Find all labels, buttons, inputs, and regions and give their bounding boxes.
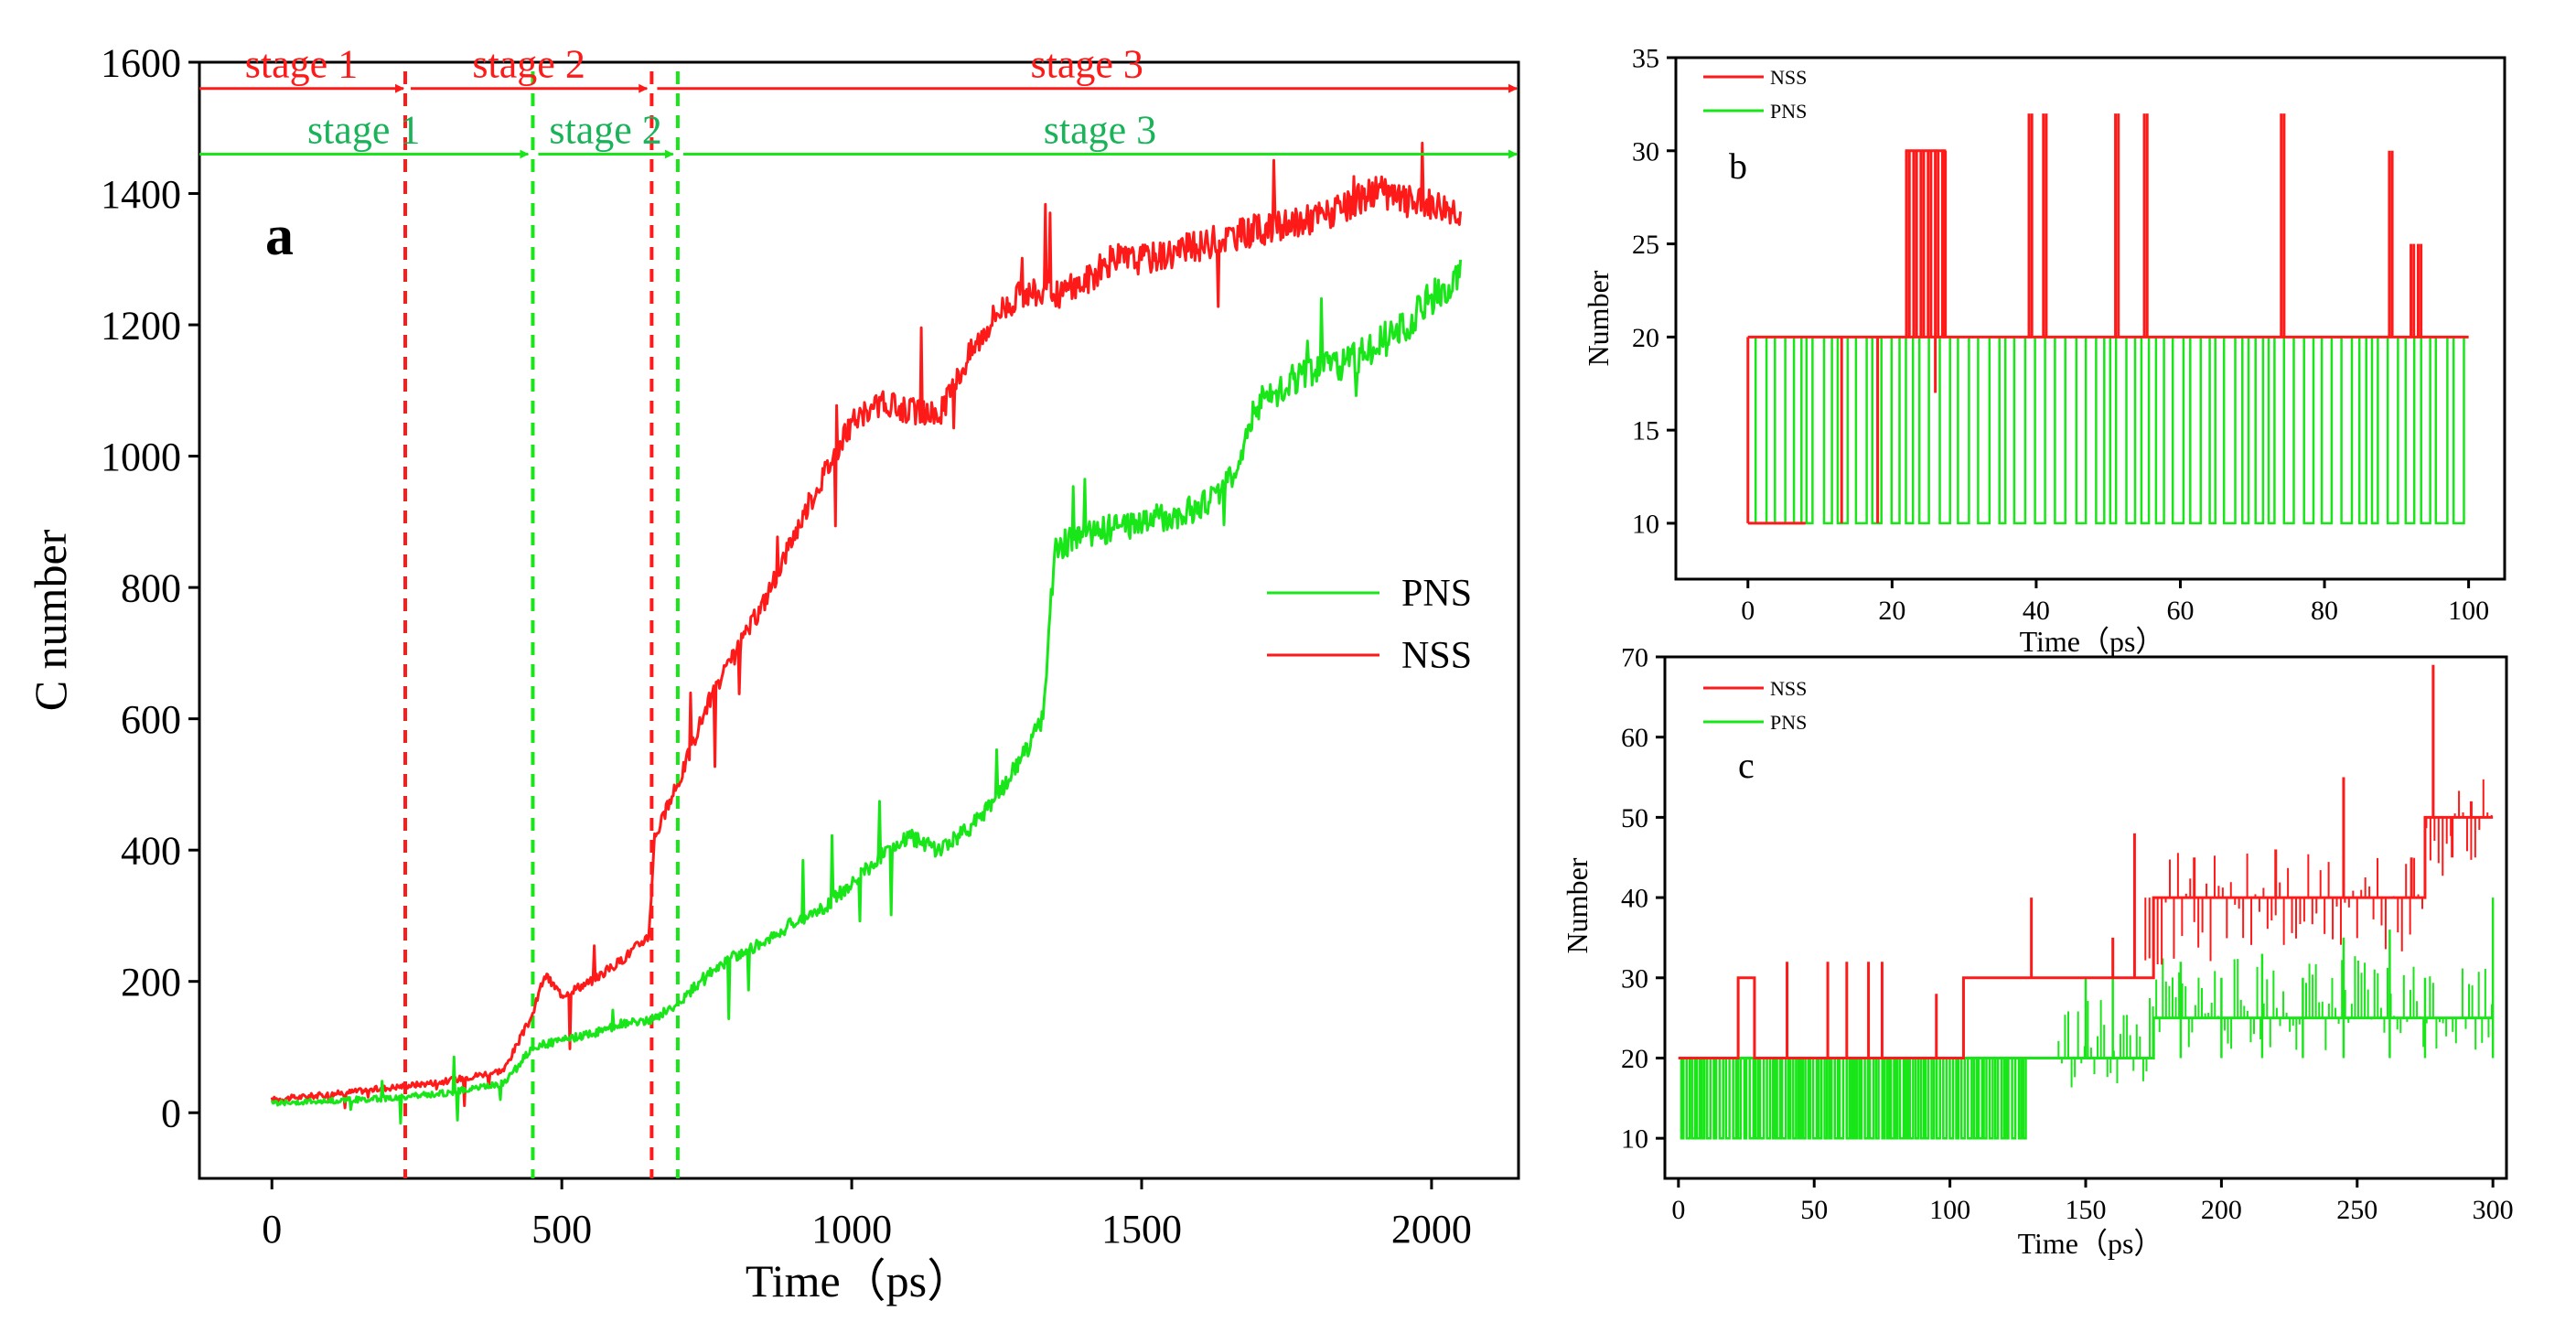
stage-label: stage 2 [472,42,585,87]
panel-c-ylabel: Number [1561,857,1594,953]
panel-a-xtick-label: 0 [262,1207,282,1252]
panel-b-xtick-label: 60 [2166,596,2194,626]
series-line-pns [1678,1057,2027,1140]
panel-b-ylabel: Number [1582,270,1615,366]
series-line-nss [270,141,1463,1110]
panel-c-series [1678,664,2495,1140]
panel-a-ytick-label: 1600 [101,40,181,85]
panel-c-xlabel: Time（ps） [2018,1227,2163,1260]
panel-b-ytick-label: 25 [1632,230,1659,260]
legend-label-pns-b: PNS [1770,100,1807,123]
panel-b-xlabel: Time（ps） [2020,625,2165,658]
legend-label-pns-c: PNS [1770,711,1807,734]
panel-b-legend: NSS PNS [1703,66,1807,123]
panel-b-xtick-label: 20 [1878,596,1905,626]
panel-a-legend: PNS NSS [1267,573,1472,677]
panel-c-ytick-label: 50 [1621,803,1648,833]
panel-c-ytick-label: 40 [1621,884,1648,914]
panel-a-ytick-label: 200 [121,960,181,1005]
panel-c-xtick-label: 100 [1929,1195,1970,1225]
panel-c-ytick-label: 70 [1621,643,1648,673]
panel-c-label: c [1738,745,1755,786]
panel-c-xtick-label: 0 [1671,1195,1685,1225]
panel-a-ytick-label: 1200 [101,303,181,348]
panel-a-xtick-label: 500 [531,1207,592,1252]
panel-a-ytick-label: 1400 [101,172,181,217]
panel-a-ylabel: C number [25,529,76,711]
panel-a-ticks: 0 500 1000 1500 2000 0 200 400 600 800 1000 1200 140… [101,40,1472,1252]
panel-b-ytick-label: 15 [1632,416,1659,446]
panel-c-xtick-label: 250 [2336,1195,2377,1225]
panel-a-xtick-label: 1500 [1101,1207,1182,1252]
panel-b-xtick-label: 0 [1741,596,1755,626]
panel-b-xtick-label: 80 [2311,596,2338,626]
legend-label-pns: PNS [1401,573,1472,615]
legend-label-nss-b: NSS [1770,66,1807,89]
series-line-pns [1747,336,2469,525]
panel-a-ytick-label: 0 [161,1091,181,1136]
panel-a-guides [403,71,680,1178]
panel-c-ytick-label: 30 [1621,963,1648,994]
stage-label: stage 1 [245,42,358,87]
panel-a-xlabel: Time（ps） [746,1255,972,1306]
panel-c-ytick-label: 60 [1621,723,1648,753]
panel-a-axes-frame [198,60,1520,1180]
panel-b-ytick-label: 30 [1632,136,1659,167]
panel-a-stage-annotations: stage 1 stage 2 stage 3 stage 1 stage 2 stage… [199,42,1518,159]
panel-c-xtick-label: 50 [1800,1195,1828,1225]
panel-c-ytick-label: 20 [1621,1044,1648,1074]
panel-b-ticks: 0 20 40 60 80 100 10 15 20 25 30 35 [1632,44,2489,627]
panel-b: 0 20 40 60 80 100 10 15 20 25 30 35 b Time（ps） Numb… [1582,44,2506,658]
panel-c-ytick-label: 10 [1621,1124,1648,1155]
panel-a-ytick-label: 600 [121,697,181,742]
panel-b-xtick-label: 100 [2448,596,2489,626]
panel-a-xtick-label: 1000 [811,1207,892,1252]
series-line-pns [270,259,1463,1125]
stage-label: stage 3 [1030,42,1143,87]
panel-a-label: a [265,205,294,267]
panel-c: 0 50 100 150 200 250 300 10 20 30 40 50 60 70 c Time（… [1561,643,2514,1261]
stage-label: stage 3 [1044,107,1156,152]
panel-b-ytick-label: 35 [1632,44,1659,74]
panel-c-xtick-label: 200 [2201,1195,2242,1225]
panel-a-series [270,141,1463,1125]
panel-a-ytick-label: 800 [121,566,181,611]
panel-a-xtick-label: 2000 [1391,1207,1472,1252]
panel-c-xtick-label: 150 [2066,1195,2107,1225]
panel-b-ytick-label: 20 [1632,323,1659,353]
legend-label-nss-c: NSS [1770,677,1807,700]
panel-b-label: b [1729,145,1747,187]
panel-b-xtick-label: 40 [2023,596,2050,626]
panel-c-legend: NSS PNS [1703,677,1807,734]
series-line-nss [1678,815,2494,1059]
panel-b-series [1746,113,2469,525]
panel-a: 0 500 1000 1500 2000 0 200 400 600 800 1000 1200 140… [25,40,1520,1306]
stage-label: stage 1 [307,107,420,152]
panel-c-ticks: 0 50 100 150 200 250 300 10 20 30 40 50 60 70 [1621,643,2514,1226]
legend-label-nss: NSS [1401,635,1472,677]
panel-a-ytick-label: 1000 [101,435,181,479]
panel-a-ytick-label: 400 [121,829,181,874]
panel-b-axes-frame [1674,56,2506,581]
panel-c-xtick-label: 300 [2473,1195,2514,1225]
stage-label: stage 2 [549,107,661,152]
panel-b-ytick-label: 10 [1632,509,1659,539]
